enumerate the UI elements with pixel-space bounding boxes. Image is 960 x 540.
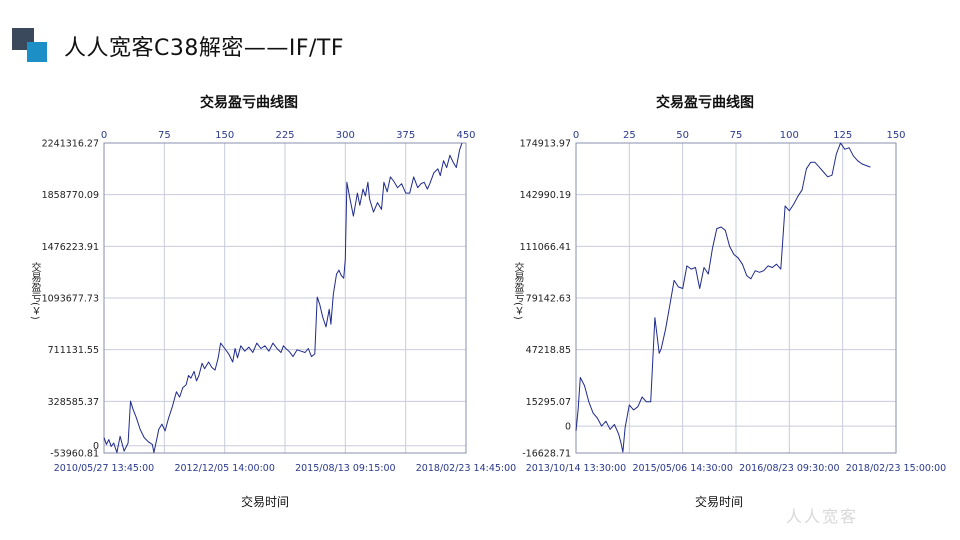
chart-1-ylabel: 交易盈亏(￥) bbox=[29, 262, 40, 320]
chart-2-top-tick-label: 50 bbox=[676, 130, 689, 141]
chart-1-top-tick-label: 150 bbox=[215, 130, 234, 141]
chart-1-bottom-tick-label: 2010/05/27 13:45:00 bbox=[54, 463, 154, 474]
chart-1-y-tick-label: 1476223.91 bbox=[42, 242, 99, 253]
chart-1-y-tick-label: 328585.37 bbox=[48, 397, 99, 408]
chart-1-plot-frame bbox=[103, 142, 467, 454]
slide-title: 人人宽客C38解密——IF/TF bbox=[64, 36, 345, 61]
chart-2-top-tick-label: 100 bbox=[780, 130, 799, 141]
chart-2-y-tick-label: -16628.71 bbox=[522, 449, 571, 460]
chart-2-title: 交易盈亏曲线图 bbox=[656, 95, 754, 111]
watermark-text: 人人宽客 bbox=[786, 507, 859, 526]
chart-1-y-tick-label: 1858770.09 bbox=[42, 190, 99, 201]
chart-2-top-tick-label: 125 bbox=[833, 130, 852, 141]
chart-2-top-tick-label: 0 bbox=[573, 130, 579, 141]
chart-1-xlabel: 交易时间 bbox=[241, 495, 290, 509]
chart-2-y-tick-label: 15295.07 bbox=[526, 397, 571, 408]
chart-1-y-tick-label: 711131.55 bbox=[48, 345, 99, 356]
chart-2-plot-frame bbox=[575, 142, 897, 454]
chart-1-bottom-tick-label: 2012/12/05 14:00:00 bbox=[174, 463, 274, 474]
chart-2-y-tick-label: 142990.19 bbox=[520, 190, 571, 201]
chart-1-bottom-tick-label: 2018/02/23 14:45:00 bbox=[416, 463, 516, 474]
chart-2-bottom-tick-label: 2013/10/14 13:30:00 bbox=[526, 463, 626, 474]
chart-2-top-tick-label: 150 bbox=[886, 130, 905, 141]
chart-2-xlabel: 交易时间 bbox=[695, 495, 744, 509]
chart-2-y-tick-label: 0 bbox=[565, 422, 571, 433]
chart-1-series-line bbox=[103, 142, 463, 453]
title-decoration-blue-square bbox=[27, 42, 47, 62]
chart-1-top-tick-label: 450 bbox=[456, 130, 475, 141]
chart-2-bottom-tick-label: 2016/08/23 09:30:00 bbox=[739, 463, 839, 474]
chart-2-y-tick-label: 79142.63 bbox=[526, 294, 571, 305]
chart-1-top-tick-label: 375 bbox=[396, 130, 415, 141]
chart-1-top-tick-label: 0 bbox=[101, 130, 107, 141]
chart-2-top-tick-label: 75 bbox=[730, 130, 743, 141]
chart-1-y-tick-label: 2241316.27 bbox=[42, 139, 99, 150]
chart-2-y-tick-label: 47218.85 bbox=[526, 345, 571, 356]
chart-2-y-tick-label: 111066.41 bbox=[520, 242, 571, 253]
chart-1-y-tick-label: 1093677.73 bbox=[42, 294, 99, 305]
chart-1-y-tick-label: 0 bbox=[93, 441, 99, 452]
chart-1-top-tick-label: 75 bbox=[158, 130, 171, 141]
chart-2-top-tick-label: 25 bbox=[623, 130, 636, 141]
chart-1-top-tick-label: 225 bbox=[275, 130, 294, 141]
chart-1-title: 交易盈亏曲线图 bbox=[200, 95, 298, 111]
chart-2-y-tick-label: 174913.97 bbox=[520, 139, 571, 150]
chart-1-bottom-tick-label: 2015/08/13 09:15:00 bbox=[295, 463, 395, 474]
chart-2-bottom-tick-label: 2018/02/23 15:00:00 bbox=[846, 463, 946, 474]
chart-1-top-tick-label: 300 bbox=[336, 130, 355, 141]
chart-2-ylabel: 交易盈亏(￥) bbox=[512, 262, 523, 320]
chart-2-bottom-tick-label: 2015/05/06 14:30:00 bbox=[632, 463, 732, 474]
chart-2-series-line bbox=[575, 142, 871, 453]
chart-1-y-tick-label: -53960.81 bbox=[50, 449, 99, 460]
